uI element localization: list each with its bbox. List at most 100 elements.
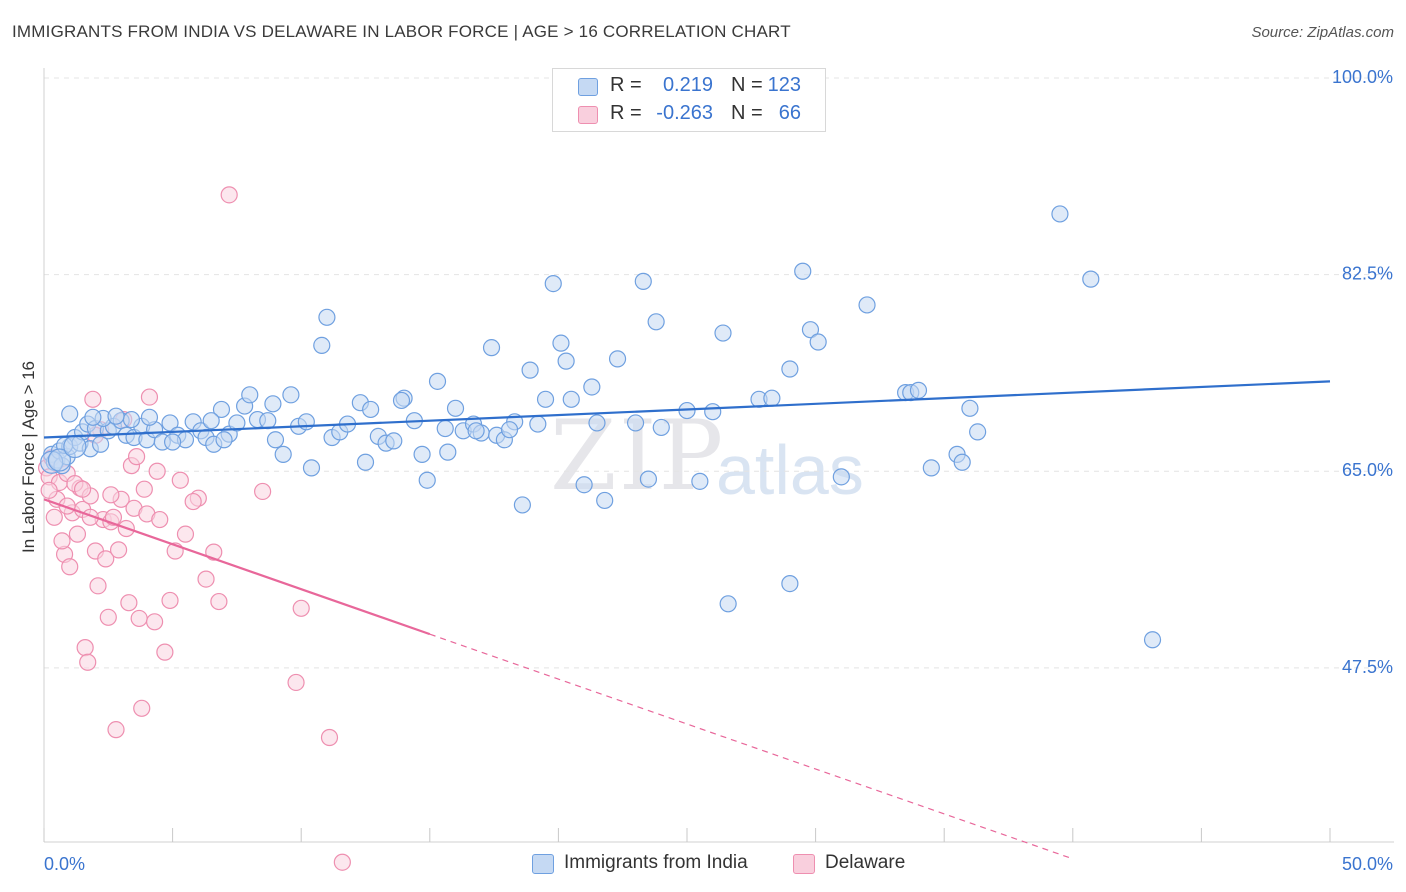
data-point-india	[634, 272, 652, 290]
data-point-india	[953, 453, 971, 471]
data-point-india	[552, 334, 570, 352]
data-point-india	[274, 445, 292, 463]
data-point-india	[215, 431, 233, 449]
data-point-india	[282, 386, 300, 404]
data-point-india	[1082, 270, 1100, 288]
data-point-india	[557, 352, 575, 370]
data-point-delaware	[120, 594, 138, 612]
data-point-india	[832, 468, 850, 486]
data-point-india	[922, 459, 940, 477]
data-point-india	[961, 399, 979, 417]
data-point-india	[500, 421, 519, 439]
data-point-delaware	[45, 508, 63, 526]
data-point-india	[436, 419, 454, 438]
data-point-india	[536, 390, 555, 408]
data-point-india	[264, 395, 282, 413]
data-point-india	[91, 435, 110, 453]
data-point-delaware	[79, 653, 97, 671]
data-point-india	[781, 360, 799, 378]
data-point-india	[241, 386, 259, 404]
data-point-india	[385, 432, 403, 450]
data-point-delaware	[220, 186, 238, 204]
data-point-india	[909, 381, 928, 399]
data-point-delaware	[99, 608, 117, 626]
data-point-delaware	[184, 492, 202, 511]
data-point-india	[164, 433, 182, 451]
trendline-delaware-extension	[429, 633, 1073, 860]
legend-r-value: 0.219	[662, 74, 713, 96]
data-point-delaware	[171, 471, 189, 489]
bottom-legend-swatch-delaware	[793, 854, 815, 874]
data-point-india	[626, 414, 645, 432]
x-tick-label-max: 50.0%	[1342, 854, 1393, 874]
chart-source: Source: ZipAtlas.com	[1251, 24, 1394, 41]
legend-r-label: R =	[610, 102, 642, 124]
data-point-delaware	[140, 388, 159, 406]
data-point-india	[801, 321, 820, 339]
y-axis-label: In Labor Force | Age > 16	[19, 360, 38, 554]
data-point-india	[202, 412, 220, 430]
trendline-india	[43, 380, 1331, 439]
data-point-delaware	[145, 613, 164, 631]
legend-r-value: -0.263	[656, 102, 713, 124]
data-point-delaware	[97, 550, 115, 568]
data-point-delaware	[287, 673, 305, 692]
data-point-india	[392, 391, 411, 410]
data-point-delaware	[76, 639, 94, 657]
data-point-delaware	[176, 525, 195, 543]
bottom-legend-label-india: Immigrants from India	[564, 852, 748, 873]
data-point-india	[418, 471, 436, 489]
stats-legend: R = 0.219 N = 123 R = -0.263 N = 66	[552, 68, 826, 132]
data-point-delaware	[156, 643, 174, 661]
data-point-delaware	[161, 591, 179, 610]
data-point-india	[639, 470, 658, 488]
data-point-delaware	[333, 853, 351, 871]
data-point-india	[446, 399, 465, 417]
data-point-india	[212, 400, 231, 419]
data-point-india	[809, 333, 827, 351]
legend-row-india: R = 0.219 N = 123	[553, 72, 825, 100]
legend-n-label: N =	[731, 102, 763, 124]
data-point-india	[763, 389, 781, 407]
data-point-india	[544, 275, 562, 293]
data-point-delaware	[73, 480, 92, 498]
x-tick-label-min: 0.0%	[44, 854, 85, 874]
data-point-india	[647, 313, 665, 331]
data-point-india	[714, 324, 732, 342]
data-point-india	[704, 403, 722, 421]
data-point-india	[47, 448, 72, 472]
data-point-india	[467, 422, 485, 440]
bottom-legend-swatch-india	[532, 854, 554, 874]
data-point-india	[356, 453, 375, 471]
data-point-india	[140, 408, 159, 426]
data-point-delaware	[84, 390, 102, 408]
data-point-india	[588, 414, 606, 432]
data-point-india	[691, 472, 709, 490]
data-point-india	[562, 390, 580, 408]
data-point-india	[413, 445, 431, 463]
data-point-delaware	[151, 510, 169, 529]
data-point-delaware	[130, 609, 148, 628]
data-point-india	[122, 410, 141, 429]
data-point-delaware	[148, 462, 166, 480]
data-point-india	[107, 407, 125, 425]
y-tick-label: 65.0%	[1342, 460, 1393, 480]
data-point-delaware	[254, 482, 272, 501]
data-point-india	[61, 405, 79, 423]
legend-r-label: R =	[610, 74, 642, 96]
data-point-india	[266, 431, 285, 449]
legend-n-value: 123	[767, 74, 801, 96]
data-point-delaware	[133, 699, 151, 717]
trendline-delaware	[43, 498, 431, 636]
data-point-delaware	[58, 497, 76, 515]
data-point-india	[794, 262, 812, 280]
data-point-india	[781, 574, 799, 593]
data-point-delaware	[197, 570, 215, 588]
data-point-delaware	[61, 558, 79, 576]
data-point-india	[1051, 205, 1069, 223]
data-point-india	[719, 595, 737, 613]
data-point-india	[482, 339, 501, 357]
data-point-india	[313, 336, 331, 354]
data-point-india	[969, 423, 987, 441]
